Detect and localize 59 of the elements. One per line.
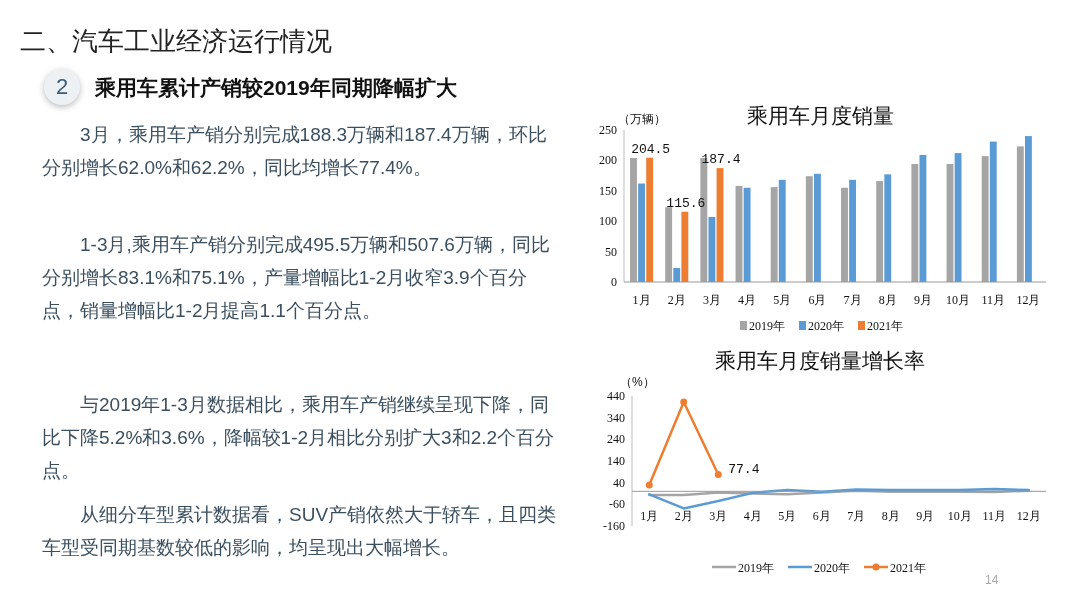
x-tick-label: 5月 [778, 509, 797, 523]
x-tick-label: 4月 [738, 293, 757, 307]
text: 3月，乘用车产销分别完成188.3万辆和187.4万辆，环比分别增长62.0%和62.2%，同比均增长77.4%。 [42, 123, 548, 180]
x-tick-label: 12月 [1016, 293, 1041, 307]
y-tick-label: 340 [607, 410, 625, 425]
text: 二、汽车工业经济运行情况 [20, 25, 332, 58]
x-tick-label: 4月 [743, 509, 762, 523]
x-tick-label: 1月 [640, 509, 659, 523]
x-tick-label: 12月 [1016, 509, 1041, 523]
x-tick-label: 6月 [812, 509, 831, 523]
x-tick-label: 1月 [632, 293, 651, 307]
y-tick-label: -160 [603, 519, 625, 533]
text: 2 [44, 69, 80, 105]
y-tick-label: 200 [599, 153, 617, 168]
x-tick-label: 11月 [982, 509, 1007, 523]
y-tick-label: 240 [607, 432, 625, 447]
chart-title: 乘用车月度销量 [746, 104, 894, 127]
y-axis-title: （%） [620, 375, 655, 389]
legend-label: 2019年 [749, 319, 785, 333]
text: 乘用车累计产销较2019年同期降幅扩大 [95, 75, 457, 101]
data-label: 115.6 [666, 195, 706, 211]
x-tick-label: 8月 [881, 509, 900, 523]
data-label: 77.4 [728, 461, 760, 477]
y-tick-label: 440 [607, 389, 625, 403]
legend-label: 2019年 [738, 561, 774, 575]
x-tick-label: 2月 [674, 509, 693, 523]
y-tick-label: 0 [611, 275, 617, 289]
x-tick-label: 7月 [843, 293, 862, 307]
legend-label: 2021年 [867, 319, 903, 333]
x-tick-label: 8月 [878, 293, 897, 307]
text: 与2019年1-3月数据相比，乘用车产销继续呈现下降，同比下降5.2%和3.6%，降幅较1-2月相比分别扩大3和2.2个百分点。 [42, 393, 556, 483]
chart-title: 乘用车月度销量增长率 [715, 349, 925, 372]
data-label: 204.5 [631, 141, 671, 157]
text: 1-3月,乘用车产销分别完成495.5万辆和507.6万辆，同比分别增长83.1%和75.1%，产量增幅比1-2月收窄3.9个百分点，销量增幅比1-2月提高1.1个百分点。 [42, 233, 551, 323]
x-tick-label: 5月 [773, 293, 792, 307]
legend-label: 2021年 [890, 561, 926, 575]
x-tick-label: 3月 [709, 509, 728, 523]
y-tick-label: 100 [599, 214, 617, 229]
legend-label: 2020年 [808, 319, 844, 333]
x-tick-label: 3月 [702, 293, 721, 307]
x-tick-label: 9月 [913, 293, 932, 307]
x-tick-label: 11月 [981, 293, 1006, 307]
data-label: 187.4 [701, 152, 741, 168]
y-tick-label: 140 [607, 454, 625, 468]
legend-label: 2020年 [814, 561, 850, 575]
y-tick-label: 40 [613, 475, 625, 490]
x-tick-label: 7月 [847, 509, 866, 523]
y-axis-title: （万辆） [618, 112, 666, 126]
y-tick-label: 150 [599, 183, 617, 198]
x-tick-label: 6月 [808, 293, 827, 307]
text: 14 [985, 573, 999, 587]
x-tick-label: 10月 [946, 293, 971, 307]
x-tick-label: 2月 [667, 293, 686, 307]
x-tick-label: 9月 [916, 509, 935, 523]
x-tick-label: 10月 [947, 509, 972, 523]
y-tick-label: 50 [605, 244, 617, 259]
y-tick-label: 250 [599, 123, 617, 137]
y-tick-label: -60 [609, 497, 625, 512]
text: 从细分车型累计数据看，SUV产销依然大于轿车，且四类车型受同期基数较低的影响，均呈现出大幅增长。 [42, 503, 558, 560]
